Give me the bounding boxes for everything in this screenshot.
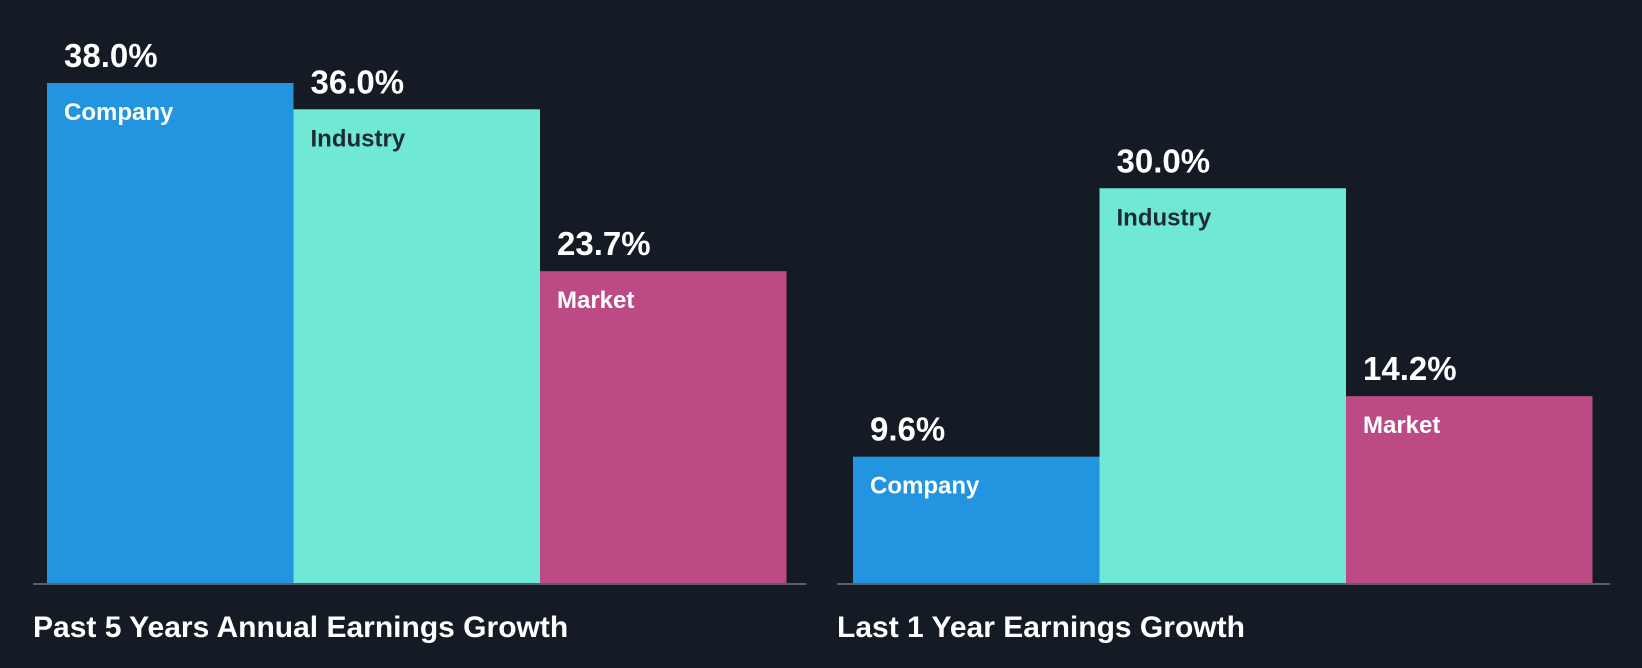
value-label-company-2: 9.6% <box>870 411 945 448</box>
bar-company-2 <box>853 456 1100 583</box>
category-label-company-1: Company <box>64 99 174 126</box>
bar-market-1 <box>540 271 787 583</box>
value-label-industry-1: 36.0% <box>311 63 405 100</box>
category-label-company-2: Company <box>870 473 980 500</box>
chart-title-2: Last 1 Year Earnings Growth <box>837 611 1245 644</box>
chart-title-1: Past 5 Years Annual Earnings Growth <box>33 611 568 644</box>
bar-industry-2 <box>1099 188 1346 583</box>
value-label-market-2: 14.2% <box>1363 350 1457 387</box>
value-label-market-1: 23.7% <box>557 225 651 262</box>
bar-market-2 <box>1346 396 1593 583</box>
category-label-market-1: Market <box>557 287 634 314</box>
category-label-market-2: Market <box>1363 412 1440 439</box>
category-label-industry-2: Industry <box>1117 204 1212 231</box>
bar-company-1 <box>47 83 294 583</box>
value-label-industry-2: 30.0% <box>1117 142 1211 179</box>
bar-industry-1 <box>293 109 540 583</box>
category-label-industry-1: Industry <box>311 125 406 152</box>
value-label-company-1: 38.0% <box>64 37 158 74</box>
